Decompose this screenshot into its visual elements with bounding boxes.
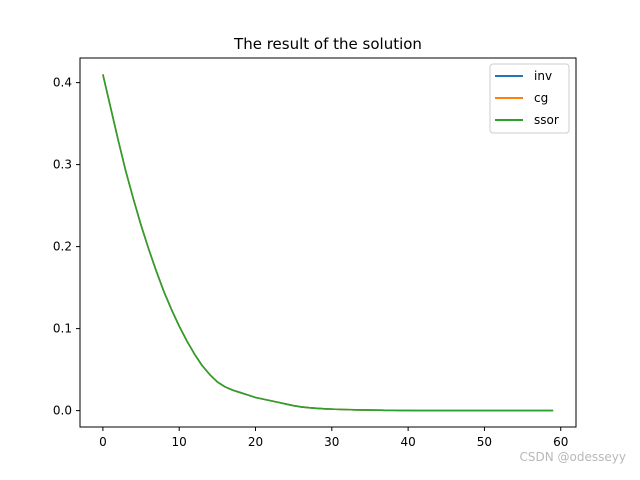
x-tick-label: 10 [172, 435, 187, 449]
series-line-ssor [102, 74, 554, 412]
x-tick-label: 60 [553, 435, 568, 449]
watermark: CSDN @odesseyy [519, 450, 626, 464]
x-tick-label: 50 [477, 435, 492, 449]
legend: inv cg ssor [489, 63, 570, 134]
x-tick-label: 40 [400, 435, 415, 449]
legend-label-ssor: ssor [534, 113, 559, 127]
y-tick-label: 0.2 [53, 240, 72, 254]
ticks-layer: 0 10 20 30 40 50 60 0.0 0.1 0.2 0.3 0.4 [53, 76, 568, 449]
legend-label-cg: cg [534, 91, 548, 105]
y-tick-label: 0.4 [53, 76, 72, 90]
x-tick-label: 20 [248, 435, 263, 449]
x-tick-label: 0 [99, 435, 107, 449]
y-tick-label: 0.0 [53, 404, 72, 418]
series-line-cg [102, 74, 554, 412]
chart-title: The result of the solution [233, 35, 422, 53]
y-tick-label: 0.3 [53, 158, 72, 172]
plot-frame [79, 57, 577, 428]
series-line-inv [102, 74, 554, 412]
lines-layer [102, 74, 554, 412]
y-tick-label: 0.1 [53, 322, 72, 336]
legend-box [489, 63, 570, 134]
legend-label-inv: inv [534, 69, 552, 83]
x-tick-label: 30 [324, 435, 339, 449]
